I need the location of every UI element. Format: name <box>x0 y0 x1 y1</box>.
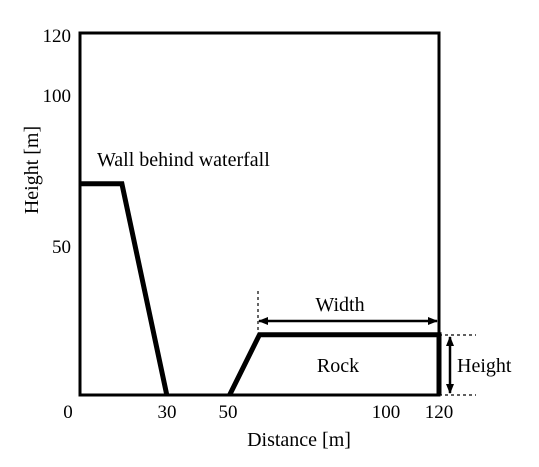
y-axis-title: Height [m] <box>21 126 43 214</box>
wall-profile <box>80 181 170 396</box>
x-axis-title: Distance [m] <box>247 429 351 451</box>
rock-profile <box>227 332 442 397</box>
x-tick-0: 0 <box>63 402 73 423</box>
rock-label: Rock <box>317 355 359 377</box>
width-label: Width <box>315 294 364 316</box>
y-tick-100: 100 <box>43 86 72 107</box>
plot-frame <box>78 31 441 397</box>
wall-label: Wall behind waterfall <box>97 149 270 171</box>
height-label: Height <box>457 355 512 377</box>
x-tick-50: 50 <box>219 402 238 423</box>
x-tick-120: 120 <box>425 402 454 423</box>
y-tick-50: 50 <box>52 237 71 258</box>
x-tick-30: 30 <box>158 402 177 423</box>
x-tick-100: 100 <box>372 402 401 423</box>
y-tick-120: 120 <box>43 26 72 47</box>
